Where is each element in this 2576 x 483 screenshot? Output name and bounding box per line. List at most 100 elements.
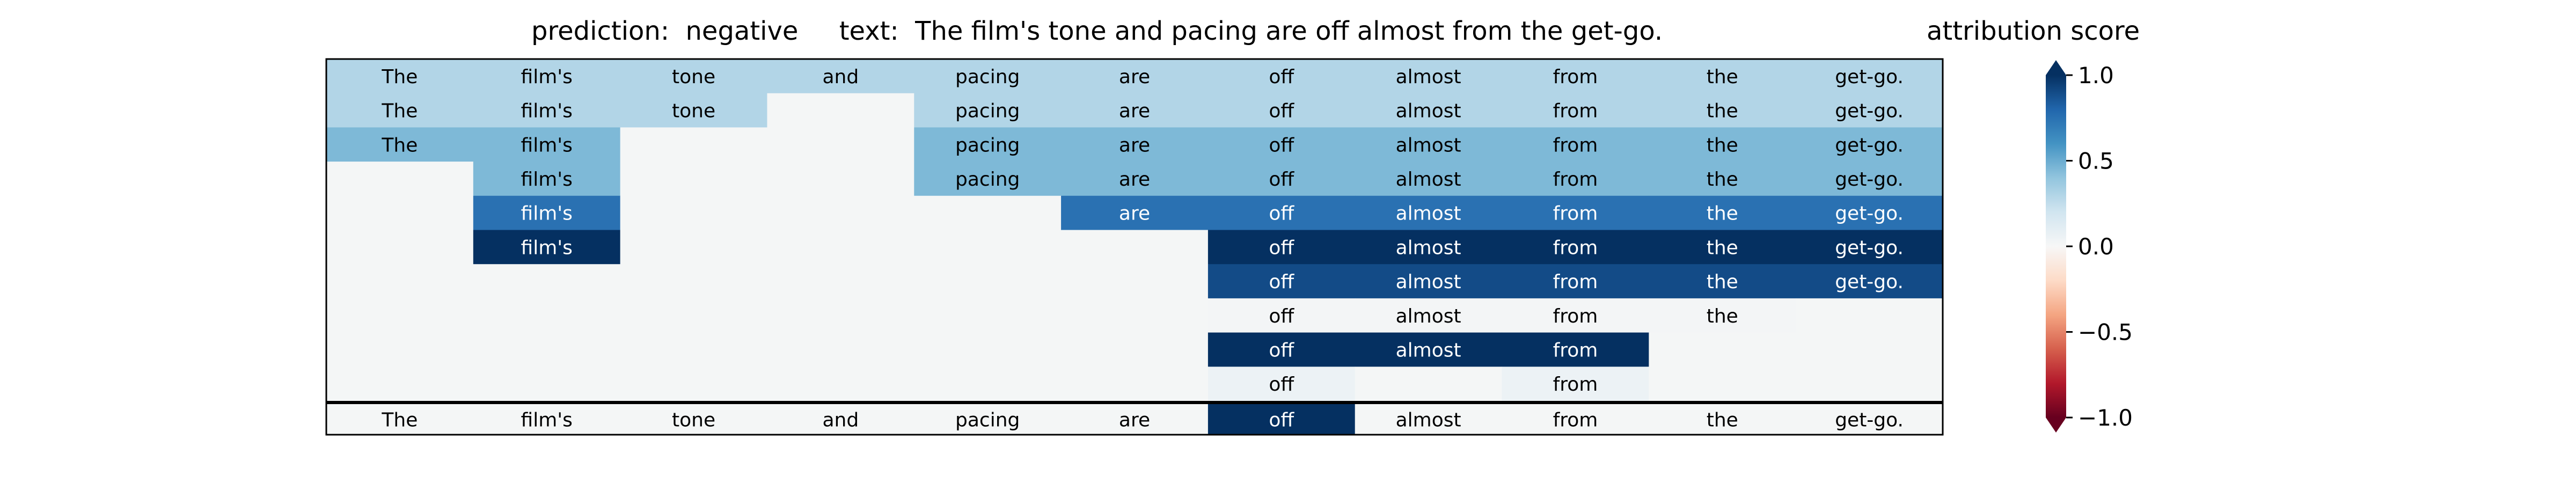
cell-word: off (1269, 305, 1294, 327)
empty-cell (473, 298, 621, 333)
empty-cell (914, 264, 1062, 299)
cell-word: tone (672, 100, 715, 122)
cell-word: get-go. (1835, 66, 1904, 88)
heat-cell (1061, 93, 1209, 128)
baseline-word: film's (521, 409, 573, 431)
heat-cell (1649, 93, 1796, 128)
heat-cell (1208, 367, 1356, 401)
cell-word: get-go. (1835, 203, 1904, 225)
cell-word: pacing (955, 100, 1020, 122)
colorbar-label: attribution score (1927, 16, 2140, 46)
cell-word: are (1119, 134, 1150, 156)
heat-cell (1796, 162, 1943, 196)
colorbar (2046, 75, 2066, 418)
cell-word: almost (1396, 134, 1461, 156)
cell-word: The (381, 100, 418, 122)
baseline-cell (473, 404, 621, 435)
empty-cell (1649, 367, 1796, 401)
heat-cell (1355, 127, 1503, 162)
cell-word: from (1553, 339, 1598, 361)
empty-cell (326, 162, 474, 196)
heat-cell (1061, 59, 1209, 94)
cell-word: film's (521, 134, 573, 156)
colorbar-tick-label: 0.0 (2078, 233, 2114, 260)
empty-cell (914, 230, 1062, 265)
cell-word: the (1707, 66, 1738, 88)
heat-cell (1355, 298, 1503, 333)
heat-cell (1355, 59, 1503, 94)
heat-cell (1208, 162, 1356, 196)
cell-word: almost (1396, 237, 1461, 259)
baseline-word: almost (1396, 409, 1461, 431)
heat-cell (473, 162, 621, 196)
baseline-word: from (1553, 409, 1598, 431)
heat-cell (1208, 264, 1356, 299)
cell-word: from (1553, 203, 1598, 225)
cell-word: get-go. (1835, 237, 1904, 259)
cell-word: from (1553, 66, 1598, 88)
heat-cell (1061, 127, 1209, 162)
empty-cell (473, 367, 621, 401)
heat-cell (620, 93, 767, 128)
heat-cell (1796, 195, 1943, 230)
empty-cell (1061, 332, 1209, 367)
heat-cell (1208, 59, 1356, 94)
heat-cell (1208, 298, 1356, 333)
cell-word: get-go. (1835, 169, 1904, 191)
heat-cell (473, 93, 621, 128)
heat-cell (1796, 93, 1943, 128)
cell-word: the (1707, 100, 1738, 122)
cell-word: off (1269, 339, 1294, 361)
heat-cell (1649, 298, 1796, 333)
empty-cell (767, 332, 914, 367)
cell-word: the (1707, 305, 1738, 327)
cell-word: off (1269, 134, 1294, 156)
empty-cell (326, 332, 474, 367)
heat-cell (1355, 195, 1503, 230)
empty-cell (1061, 264, 1209, 299)
empty-cell (767, 298, 914, 333)
empty-cell (620, 162, 767, 196)
cell-word: film's (521, 169, 573, 191)
empty-cell (326, 230, 474, 265)
cell-word: from (1553, 169, 1598, 191)
empty-cell (620, 367, 767, 401)
colorbar-tick-label: 1.0 (2078, 62, 2114, 89)
cell-word: from (1553, 305, 1598, 327)
cell-word: almost (1396, 66, 1461, 88)
cell-word: off (1269, 100, 1294, 122)
cell-word: film's (521, 203, 573, 225)
heat-cell (473, 59, 621, 94)
empty-cell (1796, 298, 1943, 333)
empty-cell (767, 93, 914, 128)
colorbar-tick-label: −0.5 (2078, 319, 2133, 346)
empty-cell (1649, 332, 1796, 367)
empty-cell (326, 195, 474, 230)
heat-cell (1502, 298, 1649, 333)
empty-cell (1061, 298, 1209, 333)
cell-word: off (1269, 237, 1294, 259)
heat-cell (1061, 195, 1209, 230)
heat-cell (473, 127, 621, 162)
cell-word: film's (521, 100, 573, 122)
baseline-cell (1355, 404, 1503, 435)
baseline-word: tone (672, 409, 715, 431)
empty-cell (1796, 332, 1943, 367)
heat-cell (914, 162, 1062, 196)
cell-word: The (381, 134, 418, 156)
heat-cell (1355, 162, 1503, 196)
cell-word: The (381, 66, 418, 88)
empty-cell (620, 264, 767, 299)
cell-word: off (1269, 374, 1294, 396)
cell-word: from (1553, 100, 1598, 122)
cell-word: get-go. (1835, 100, 1904, 122)
cell-word: off (1269, 169, 1294, 191)
heat-cell (473, 230, 621, 265)
heat-cell (1208, 93, 1356, 128)
cell-word: film's (521, 66, 573, 88)
cell-word: off (1269, 66, 1294, 88)
heat-cell (1355, 230, 1503, 265)
cell-word: the (1707, 169, 1738, 191)
heat-cell (1649, 59, 1796, 94)
baseline-cell (914, 404, 1062, 435)
